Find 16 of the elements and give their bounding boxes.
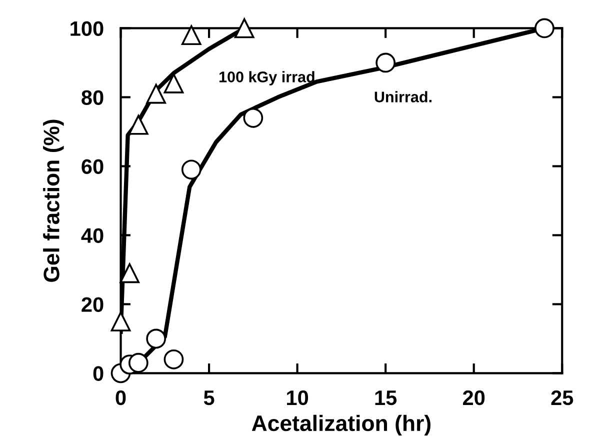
x-axis-title: Acetalization (hr) bbox=[252, 414, 430, 436]
x-tick-label: 5 bbox=[204, 390, 214, 406]
x-tick-label: 25 bbox=[551, 390, 574, 406]
x-tick-label: 0 bbox=[116, 390, 126, 406]
x-tick-label: 15 bbox=[375, 390, 397, 406]
annotation: 100 kGy irrad. bbox=[219, 71, 319, 86]
y-tick-label: 80 bbox=[82, 90, 104, 105]
y-tick-label: 0 bbox=[93, 366, 104, 381]
y-tick-label: 60 bbox=[82, 159, 104, 174]
x-tick-label: 10 bbox=[287, 390, 308, 406]
annotation: Unirrad. bbox=[374, 91, 432, 102]
y-tick-label: 40 bbox=[81, 228, 104, 243]
y-tick-label: 100 bbox=[70, 21, 104, 36]
y-axis-title: Gel fraction (%) bbox=[43, 120, 64, 282]
x-tick-label: 20 bbox=[462, 390, 485, 406]
y-tick-label: 20 bbox=[82, 297, 104, 312]
